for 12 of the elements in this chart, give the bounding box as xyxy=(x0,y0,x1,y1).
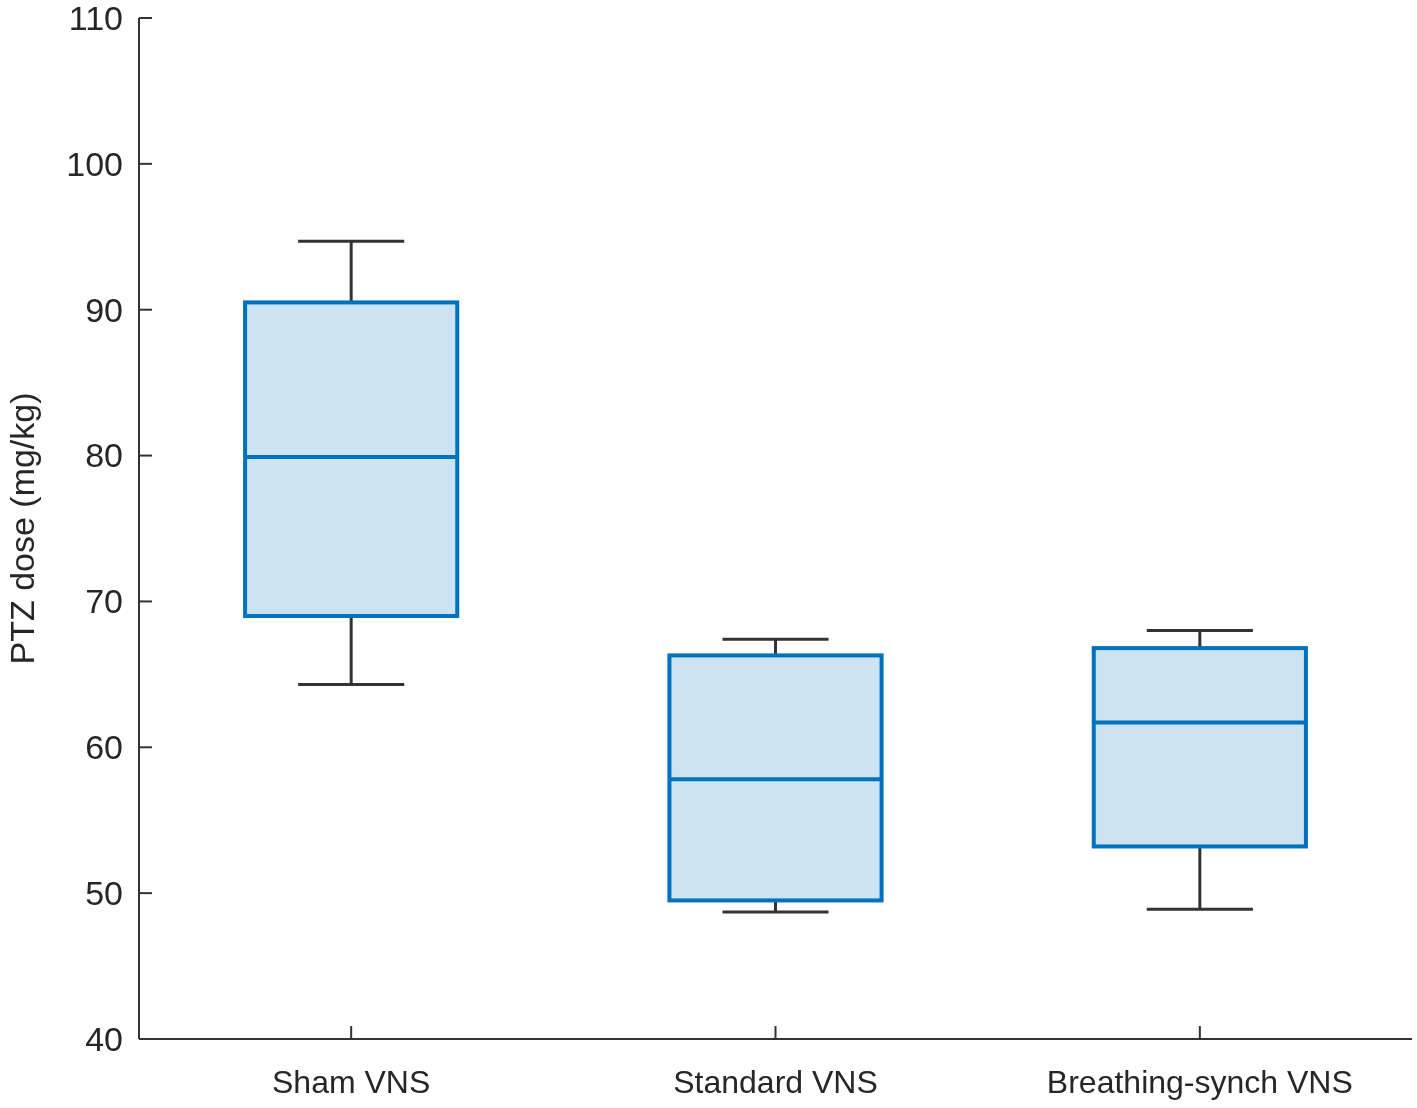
y-tick-label: 80 xyxy=(85,436,123,475)
y-tick-label: 50 xyxy=(85,874,123,913)
x-tick-label: Breathing-synch VNS xyxy=(1046,1064,1353,1100)
y-tick-label: 40 xyxy=(85,1019,123,1058)
y-tick-label: 100 xyxy=(66,144,123,183)
x-tick-label: Sham VNS xyxy=(272,1064,431,1100)
y-tick-label: 70 xyxy=(85,582,123,621)
y-axis-title: PTZ dose (mg/kg) xyxy=(3,392,41,665)
y-tick-label: 60 xyxy=(85,728,123,767)
x-tick-label: Standard VNS xyxy=(673,1064,878,1100)
y-tick-label: 110 xyxy=(68,0,123,37)
y-tick-label: 90 xyxy=(85,290,123,329)
